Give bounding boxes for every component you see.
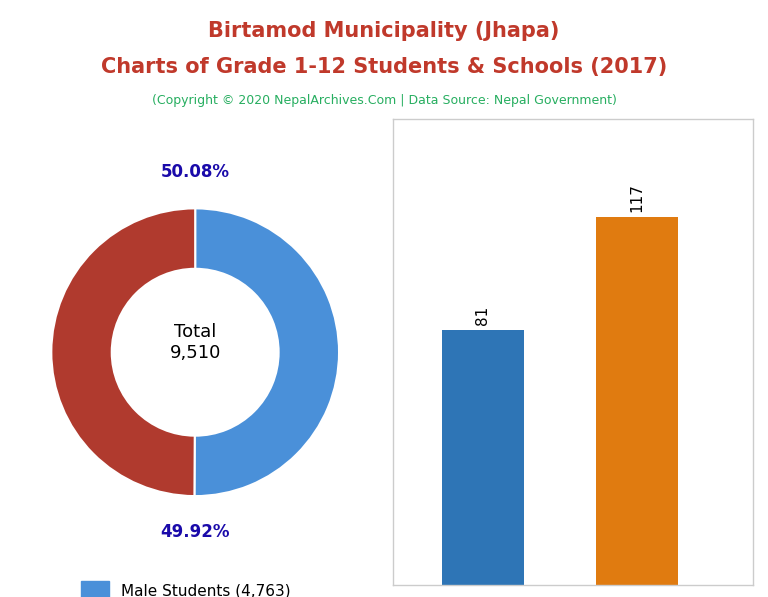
Wedge shape bbox=[51, 208, 195, 496]
Text: (Copyright © 2020 NepalArchives.Com | Data Source: Nepal Government): (Copyright © 2020 NepalArchives.Com | Da… bbox=[151, 94, 617, 107]
Wedge shape bbox=[194, 208, 339, 496]
Bar bbox=[442, 330, 524, 585]
Bar bbox=[596, 217, 678, 585]
Text: 117: 117 bbox=[630, 183, 644, 212]
Text: 81: 81 bbox=[475, 306, 491, 325]
Text: Charts of Grade 1-12 Students & Schools (2017): Charts of Grade 1-12 Students & Schools … bbox=[101, 57, 667, 77]
Text: 50.08%: 50.08% bbox=[161, 164, 230, 181]
Text: Birtamod Municipality (Jhapa): Birtamod Municipality (Jhapa) bbox=[208, 21, 560, 41]
Text: Total
9,510: Total 9,510 bbox=[170, 323, 221, 362]
Text: 49.92%: 49.92% bbox=[161, 523, 230, 541]
Legend: Male Students (4,763), Female Students (4,747): Male Students (4,763), Female Students (… bbox=[75, 575, 316, 597]
